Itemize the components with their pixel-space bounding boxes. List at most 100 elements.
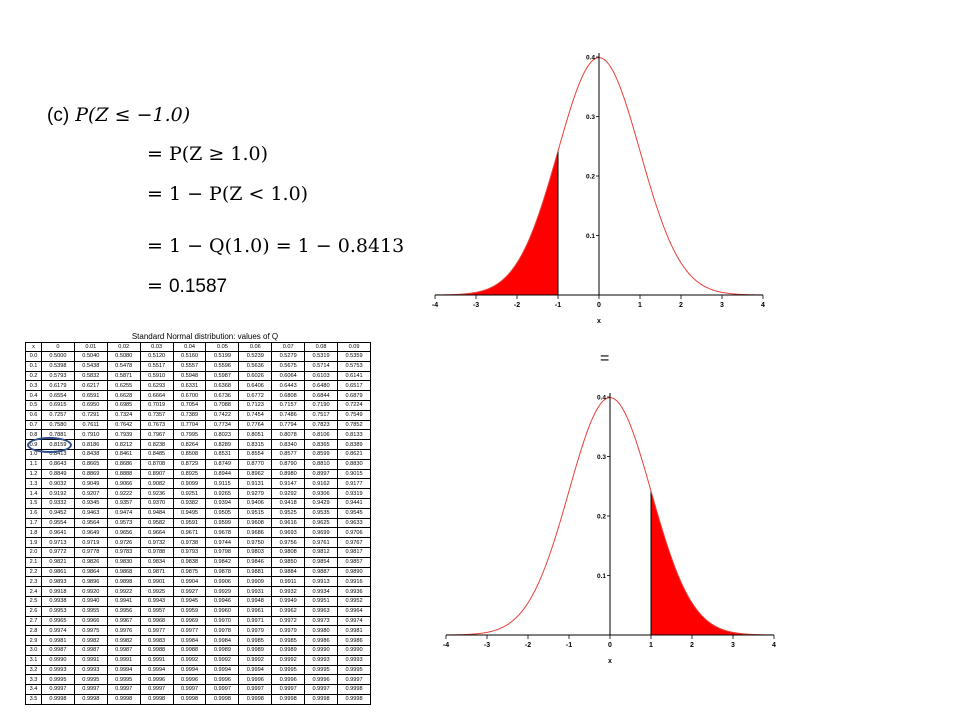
row-label-cell: 0.4: [25, 390, 42, 401]
q-value-cell: 0.9998: [205, 693, 240, 705]
q-value-cell: 0.9994: [172, 664, 207, 676]
q-value-cell: 0.6591: [73, 390, 108, 401]
q-value-cell: 0.6879: [337, 390, 371, 401]
q-value-cell: 0.9996: [271, 674, 306, 686]
table-row: 2.6 0.9953 0.9955 0.9956 0.9957 0.9959 0.9960 0…: [25, 605, 371, 617]
q-value-cell: 0.6517: [337, 380, 371, 392]
q-value-cell: 0.9980: [304, 625, 339, 637]
q-value-cell: 0.9911: [271, 576, 306, 588]
q-value-cell: 0.9927: [172, 586, 207, 597]
row-label-cell: 3.5: [25, 693, 42, 705]
q-value-cell: 0.9974: [41, 625, 75, 637]
q-value-cell: 0.9545: [337, 507, 371, 519]
q-value-cell: 0.9474: [106, 507, 141, 519]
row-label-cell: 0.0: [25, 351, 42, 362]
q-value-cell: 0.9990: [337, 644, 371, 656]
q-value-cell: 0.9967: [106, 615, 141, 627]
normal-plot-left-tail: -4 -3 -2 -1 0 1 2 3 4 0.1 0.2 0.3 0.4 x: [432, 53, 765, 325]
q-value-cell: 0.9147: [271, 478, 306, 490]
q-value-cell: 0.9987: [73, 644, 108, 656]
q-value-cell: 0.6480: [304, 380, 339, 392]
table-row: 3.1 0.9990 0.9991 0.9991 0.9991 0.9992 0.9992 0…: [25, 654, 371, 666]
row-label-cell: 0.3: [25, 380, 42, 392]
table-row: 0.5 0.6915 0.6950 0.6985 0.7019 0.7054 0.7088 0…: [25, 399, 371, 411]
table-row: 2.9 0.9981 0.9982 0.9982 0.9983 0.9984 0.9984 0…: [25, 635, 371, 646]
q-value-cell: 0.9608: [238, 517, 273, 529]
q-value-cell: 0.9817: [337, 546, 371, 558]
q-value-cell: 0.8186: [73, 439, 108, 450]
x-tick-label: -3: [484, 642, 490, 649]
q-value-cell: 0.9992: [238, 654, 273, 666]
table-row: 3.0 0.9987 0.9987 0.9987 0.9988 0.9988 0.9989 0…: [25, 644, 371, 656]
x-tick-label: -3: [473, 302, 479, 309]
q-value-cell: 0.9875: [172, 566, 207, 578]
q-value-cell: 0.9966: [73, 615, 108, 627]
table-header-cell: 0.06: [238, 342, 273, 352]
q-value-cell: 0.9965: [41, 615, 75, 627]
q-value-cell: 0.9756: [271, 537, 306, 548]
q-value-cell: 0.9429: [304, 497, 339, 509]
q-value-cell: 0.9995: [271, 664, 306, 676]
table-row: 1.0 0.8413 0.8438 0.8461 0.8485 0.8508 0.8531 0…: [25, 448, 371, 460]
table-row: 0.6 0.7257 0.7291 0.7324 0.7357 0.7389 0.7422 0…: [25, 409, 371, 421]
q-value-cell: 0.9959: [172, 605, 207, 617]
table-row: 0.4 0.6554 0.6591 0.6628 0.6664 0.6700 0.6736 0…: [25, 390, 371, 401]
q-value-cell: 0.7995: [172, 429, 207, 441]
q-value-cell: 0.9207: [73, 488, 108, 499]
q-value-cell: 0.9896: [73, 576, 108, 588]
q-value-cell: 0.9861: [41, 566, 75, 578]
row-label-cell: 3.2: [25, 664, 42, 676]
q-value-cell: 0.9996: [172, 674, 207, 686]
q-value-cell: 0.6700: [172, 390, 207, 401]
q-value-cell: 0.9975: [73, 625, 108, 637]
q-value-cell: 0.9418: [271, 497, 306, 509]
q-value-cell: 0.9925: [139, 586, 174, 597]
q-value-cell: 0.9750: [238, 537, 273, 548]
q-value-cell: 0.8962: [238, 468, 273, 480]
q-value-cell: 0.8531: [205, 448, 240, 460]
result-value: 0.1587: [168, 276, 228, 297]
row-label-cell: 2.4: [25, 586, 42, 597]
q-value-cell: 0.9778: [73, 546, 108, 558]
q-value-cell: 0.6368: [205, 380, 240, 392]
table-row: 1.2 0.8849 0.8869 0.8888 0.8907 0.8925 0.8944 0…: [25, 468, 371, 480]
table-header-cell: 0: [41, 342, 75, 352]
q-value-cell: 0.9956: [106, 605, 141, 617]
row-label-cell: 2.5: [25, 595, 42, 607]
q-value-cell: 0.9995: [106, 674, 141, 686]
q-value-cell: 0.9525: [271, 507, 306, 519]
q-value-cell: 0.6772: [238, 390, 273, 401]
q-value-cell: 0.9732: [139, 537, 174, 548]
q-value-cell: 0.9998: [106, 693, 141, 705]
q-value-cell: 0.9994: [238, 664, 273, 676]
q-value-cell: 0.8869: [73, 468, 108, 480]
q-value-cell: 0.9641: [41, 527, 75, 539]
q-value-cell: 0.8621: [337, 448, 371, 460]
q-value-cell: 0.7673: [139, 419, 174, 431]
row-label-cell: 1.4: [25, 488, 42, 499]
q-value-cell: 0.9332: [41, 497, 75, 509]
q-value-cell: 0.8365: [304, 439, 339, 450]
q-value-cell: 0.9222: [106, 488, 141, 499]
q-value-cell: 0.9994: [106, 664, 141, 676]
q-value-cell: 0.9162: [304, 478, 339, 490]
q-value-cell: 0.6950: [73, 399, 108, 411]
q-value-cell: 0.9554: [41, 517, 75, 529]
row-label-cell: 1.2: [25, 468, 42, 480]
row-label-cell: 1.3: [25, 478, 42, 490]
q-value-cell: 0.5557: [172, 360, 207, 372]
q-value-cell: 0.9115: [205, 478, 240, 490]
table-row: 2.5 0.9938 0.9940 0.9941 0.9943 0.9945 0.9946 0…: [25, 595, 371, 607]
table-header-cell: 0.01: [73, 342, 108, 352]
table-row: 1.3 0.9032 0.9049 0.9066 0.9082 0.9099 0.9115 0…: [25, 478, 371, 490]
q-value-cell: 0.6141: [337, 370, 371, 382]
q-value-cell: 0.9015: [337, 468, 371, 480]
q-value-cell: 0.9616: [271, 517, 306, 529]
table-row: 0.1 0.5398 0.5438 0.5478 0.5517 0.5557 0.5596 0…: [25, 360, 371, 372]
q-value-cell: 0.5832: [73, 370, 108, 382]
q-value-cell: 0.9998: [172, 693, 207, 705]
q-value-cell: 0.7939: [106, 429, 141, 441]
math-line-4: = 1 − Q(1.0) = 1 − 0.8413: [147, 235, 405, 257]
normal-plot-right-tail: -4 -3 -2 -1 0 1 2 3 4 0.1 0.2 0.3 0.4 x: [443, 393, 776, 665]
math-line-3: = 1 − P(Z < 1.0): [147, 183, 309, 205]
